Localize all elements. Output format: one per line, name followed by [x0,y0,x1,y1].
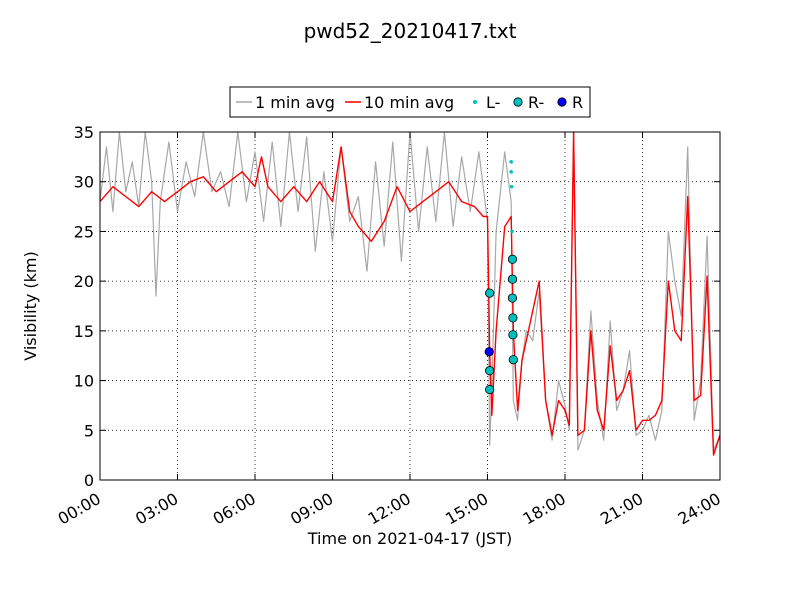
legend-label: 1 min avg [255,93,335,112]
point-l [509,160,513,164]
series-line-10-min-avg [100,132,720,456]
legend-label: 10 min avg [364,93,454,112]
legend-label: R- [528,93,544,112]
grid-lines [100,132,720,480]
y-tick-label: 25 [74,222,94,241]
point-r [507,293,518,303]
point-r [507,254,518,264]
point-r [484,347,494,357]
point-l [509,184,514,189]
point-r [507,274,518,284]
y-tick-label: 0 [84,471,94,490]
legend: 1 min avg 10 min avg L- R- R [229,86,591,118]
point-l [510,229,514,234]
point-r [508,330,518,340]
legend-label: L- [486,93,500,112]
legend-item-10-min-avg: 10 min avg [345,93,454,112]
y-tick-label: 30 [74,173,94,192]
y-tick-label: 35 [74,123,94,142]
point-r [485,288,495,298]
marker-layer [484,160,518,395]
legend-item-r: R- [513,93,544,112]
point-r [485,366,495,376]
x-axis-label: Time on 2021-04-17 (JST) [307,529,512,548]
y-tick-label: 20 [74,272,94,291]
y-tick-label: 15 [74,322,94,341]
series-line-1-min-avg [100,132,720,451]
point-r [485,384,495,395]
legend-item-r: R [557,93,583,112]
legend-item-1-min-avg: 1 min avg [236,93,335,112]
legend-label: R [572,93,583,112]
legend-swatch [513,97,523,107]
chart-title: pwd52_20210417.txt [304,19,517,43]
point-r [508,313,518,323]
series-layer [100,132,720,456]
y-axis-label: Visibility (km) [21,251,40,360]
legend-item-l: L- [473,93,500,112]
legend-box [229,86,591,118]
point-r [508,355,518,365]
y-tick-label: 10 [74,372,94,391]
legend-swatch [473,100,477,104]
legend-swatch [557,97,567,107]
point-l [509,169,513,174]
y-tick-label: 5 [84,421,94,440]
